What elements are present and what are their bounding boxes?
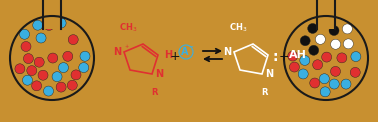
Circle shape <box>329 25 339 36</box>
Text: AH: AH <box>289 50 307 60</box>
Circle shape <box>341 79 351 89</box>
Circle shape <box>308 23 318 33</box>
Circle shape <box>284 16 368 100</box>
Text: A = e.g. AcO$^-$: A = e.g. AcO$^-$ <box>300 118 352 122</box>
Circle shape <box>290 62 299 72</box>
Circle shape <box>288 51 298 61</box>
Circle shape <box>310 78 320 88</box>
Circle shape <box>331 39 341 49</box>
Circle shape <box>36 33 46 43</box>
Circle shape <box>32 81 42 91</box>
Text: H: H <box>164 50 172 60</box>
Circle shape <box>300 55 310 65</box>
Circle shape <box>322 52 332 62</box>
Circle shape <box>22 75 33 85</box>
Text: N: N <box>155 69 163 79</box>
Circle shape <box>63 51 73 61</box>
Circle shape <box>33 20 43 30</box>
Circle shape <box>343 39 353 49</box>
Circle shape <box>319 74 329 84</box>
Text: +: + <box>170 51 180 63</box>
Circle shape <box>38 70 48 80</box>
Text: A: A <box>181 47 189 57</box>
Circle shape <box>56 82 66 92</box>
Circle shape <box>27 66 37 76</box>
Circle shape <box>23 54 33 64</box>
Circle shape <box>59 63 68 73</box>
Circle shape <box>21 41 31 51</box>
Circle shape <box>80 51 90 61</box>
Text: R: R <box>151 88 157 97</box>
Text: N: N <box>223 47 231 57</box>
Text: CH$_3$: CH$_3$ <box>229 21 247 34</box>
Text: N: N <box>265 69 273 79</box>
Text: $^+$: $^+$ <box>122 45 129 51</box>
Circle shape <box>43 86 54 96</box>
Circle shape <box>337 53 347 63</box>
Circle shape <box>44 20 54 30</box>
Circle shape <box>317 17 327 27</box>
Text: N: N <box>113 47 121 57</box>
Circle shape <box>34 57 44 67</box>
Circle shape <box>313 60 323 70</box>
Circle shape <box>300 36 310 46</box>
Circle shape <box>48 53 58 63</box>
Circle shape <box>329 79 339 89</box>
Circle shape <box>350 67 360 77</box>
Circle shape <box>67 80 77 90</box>
Circle shape <box>68 35 78 45</box>
Text: CH$_3$: CH$_3$ <box>119 21 137 34</box>
Circle shape <box>298 69 308 79</box>
Circle shape <box>320 87 330 97</box>
Circle shape <box>309 45 319 55</box>
Text: +: + <box>279 51 289 63</box>
Circle shape <box>20 29 29 39</box>
Circle shape <box>15 64 25 74</box>
Circle shape <box>10 16 94 100</box>
Circle shape <box>56 18 66 28</box>
Text: $^{-}$: $^{-}$ <box>188 42 194 51</box>
Circle shape <box>315 34 325 44</box>
Bar <box>43 0 61 29</box>
Circle shape <box>342 24 352 34</box>
Circle shape <box>351 52 361 62</box>
Circle shape <box>330 66 341 76</box>
Bar <box>317 0 335 29</box>
Circle shape <box>52 72 62 82</box>
Text: R: R <box>261 88 267 97</box>
Circle shape <box>79 63 89 73</box>
Text: A = e.g. TfO$^-$: A = e.g. TfO$^-$ <box>27 118 77 122</box>
Text: :: : <box>273 50 279 64</box>
Circle shape <box>71 70 81 80</box>
